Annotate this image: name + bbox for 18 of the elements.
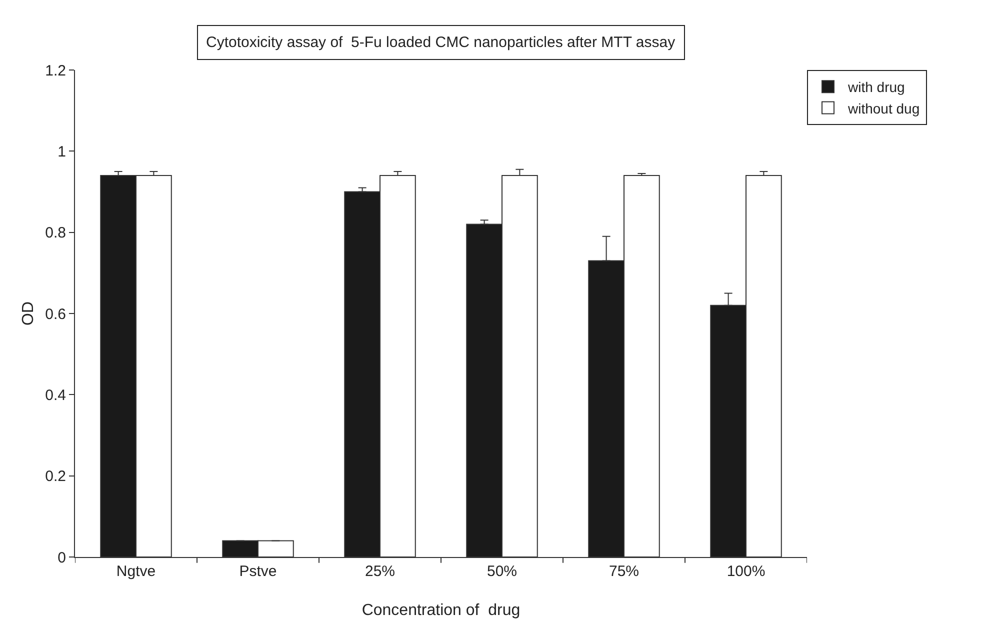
y-axis-title: OD [20,302,37,326]
y-tick-label: 1.2 [45,62,66,80]
y-tick-label: 0 [58,549,66,566]
y-tick-label: 0.6 [45,306,66,323]
x-axis-title: Concentration of drug [362,602,520,619]
y-tick-label: 0.2 [45,468,66,486]
y-tick-label: 0.8 [45,224,66,242]
legend-label: with drug [847,79,905,96]
x-tick-label: 25% [364,563,396,580]
x-tick-label: 75% [608,563,640,580]
y-tick-label: 0.4 [45,386,66,404]
legend-label: without dug [847,100,920,116]
y-tick-label: 1 [58,143,66,160]
x-tick-label: Ngtve [116,563,156,580]
chart-title: Cytotoxicity assay of 5-Fu loaded CMC nanoparticles after MTT assay [206,34,676,51]
x-tick-label: Pstve [239,563,277,580]
x-tick-label: 50% [486,563,518,580]
x-tick-label: 100% [726,563,766,580]
